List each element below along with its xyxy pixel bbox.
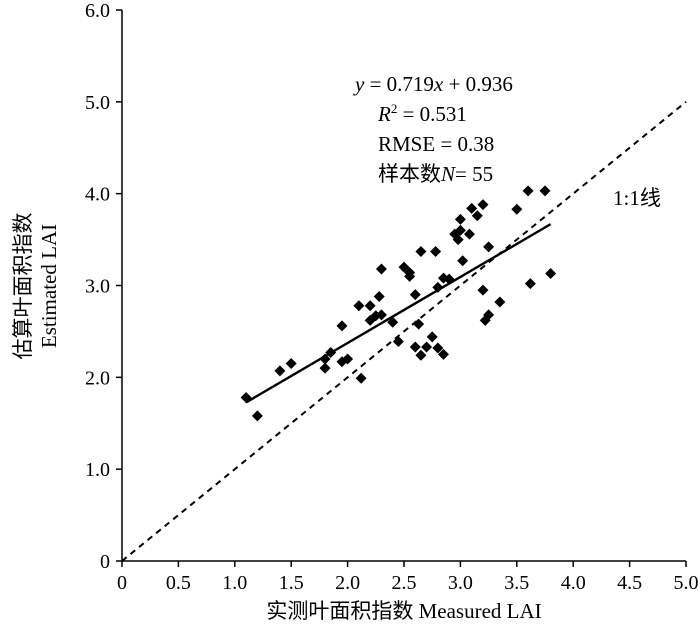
data-point bbox=[545, 268, 557, 280]
r-squared-value: = 0.531 bbox=[397, 102, 467, 126]
y-tick-label: 3.0 bbox=[85, 276, 110, 298]
data-point bbox=[398, 261, 410, 273]
y-axis-title-line2: Estimated LAI bbox=[37, 224, 61, 348]
data-point bbox=[483, 241, 495, 253]
data-point bbox=[392, 336, 404, 348]
data-points bbox=[240, 185, 557, 422]
data-point bbox=[483, 309, 495, 321]
y-tick-label: 1.0 bbox=[85, 459, 110, 481]
equation-slope: = 0.719 bbox=[364, 72, 434, 96]
x-tick-label: 5.0 bbox=[674, 572, 699, 594]
data-point bbox=[454, 224, 466, 236]
data-point bbox=[413, 318, 425, 330]
data-point bbox=[415, 349, 427, 361]
x-tick-label: 0 bbox=[117, 572, 127, 594]
data-point bbox=[421, 341, 433, 353]
data-point bbox=[494, 296, 506, 308]
data-point bbox=[355, 372, 367, 384]
data-point bbox=[466, 202, 478, 214]
data-point bbox=[274, 365, 286, 377]
sample-count-prefix: 样本数 bbox=[378, 162, 441, 186]
data-point bbox=[409, 289, 421, 301]
y-tick-label: 5.0 bbox=[85, 92, 110, 114]
data-point bbox=[463, 228, 475, 240]
data-point bbox=[373, 291, 385, 303]
data-point bbox=[477, 199, 489, 211]
data-point bbox=[319, 362, 331, 374]
data-point bbox=[375, 263, 387, 275]
identity-line bbox=[121, 101, 687, 562]
data-point bbox=[409, 341, 421, 353]
x-tick-label: 4.5 bbox=[617, 572, 642, 594]
regression-equation: y = 0.719x + 0.936 bbox=[353, 72, 513, 96]
x-tick-label: 3.5 bbox=[504, 572, 529, 594]
data-point bbox=[285, 358, 297, 370]
data-point bbox=[457, 255, 469, 267]
x-axis-ticks: 0 0.5 1.0 1.5 2.0 2.5 3.0 3.5 4.0 4.5 5.0 bbox=[117, 561, 699, 594]
r-superscript: 2 bbox=[391, 101, 398, 116]
x-tick-label: 1.0 bbox=[222, 572, 247, 594]
data-point bbox=[375, 309, 387, 321]
data-point bbox=[430, 246, 442, 258]
x-tick-label: 2.5 bbox=[392, 572, 417, 594]
data-point bbox=[511, 203, 523, 215]
y-tick-label: 0 bbox=[100, 551, 110, 573]
data-point bbox=[240, 392, 252, 404]
data-point bbox=[432, 342, 444, 354]
data-point bbox=[471, 210, 483, 222]
x-tick-label: 2.0 bbox=[335, 572, 360, 594]
sample-count-value: = 55 bbox=[455, 162, 493, 186]
x-axis-title: 实测叶面积指数 Measured LAI bbox=[266, 599, 541, 623]
equation-y-symbol: y bbox=[353, 72, 365, 96]
identity-line-label: 1:1线 bbox=[613, 186, 661, 210]
sample-count-symbol: N bbox=[440, 162, 456, 186]
y-tick-label: 6.0 bbox=[85, 0, 110, 22]
data-point bbox=[364, 300, 376, 312]
y-axis-title-line1: 估算叶面积指数 bbox=[11, 213, 35, 360]
r-symbol: R bbox=[377, 102, 391, 126]
regression-line bbox=[245, 223, 552, 404]
data-point bbox=[415, 246, 427, 258]
equation-intercept: + 0.936 bbox=[443, 72, 513, 96]
data-point bbox=[454, 213, 466, 225]
equation-x-symbol: x bbox=[433, 72, 444, 96]
data-point bbox=[524, 278, 536, 290]
y-tick-label: 4.0 bbox=[85, 184, 110, 206]
rmse-label: RMSE = 0.38 bbox=[378, 132, 494, 156]
data-point bbox=[251, 410, 263, 422]
data-point bbox=[404, 267, 416, 279]
data-point bbox=[426, 331, 438, 343]
x-tick-label: 4.0 bbox=[561, 572, 586, 594]
data-point bbox=[452, 234, 464, 246]
data-point bbox=[539, 185, 551, 197]
y-axis-title: 估算叶面积指数 Estimated LAI bbox=[11, 213, 61, 360]
r-squared-label: R2 = 0.531 bbox=[377, 101, 467, 126]
data-point bbox=[325, 347, 337, 359]
data-point bbox=[353, 300, 365, 312]
data-point bbox=[477, 284, 489, 296]
data-point bbox=[437, 348, 449, 360]
data-point bbox=[443, 273, 455, 285]
data-point bbox=[432, 281, 444, 293]
y-tick-label: 2.0 bbox=[85, 367, 110, 389]
data-point bbox=[319, 353, 331, 365]
x-tick-label: 1.5 bbox=[279, 572, 304, 594]
x-tick-label: 3.0 bbox=[448, 572, 473, 594]
sample-count-label: 样本数N= 55 bbox=[378, 162, 493, 186]
x-tick-label: 0.5 bbox=[166, 572, 191, 594]
y-axis-ticks: 0 1.0 2.0 3.0 4.0 5.0 6.0 bbox=[85, 0, 122, 573]
data-point bbox=[336, 320, 348, 332]
data-point bbox=[522, 185, 534, 197]
data-point bbox=[342, 353, 354, 365]
data-point bbox=[387, 316, 399, 328]
